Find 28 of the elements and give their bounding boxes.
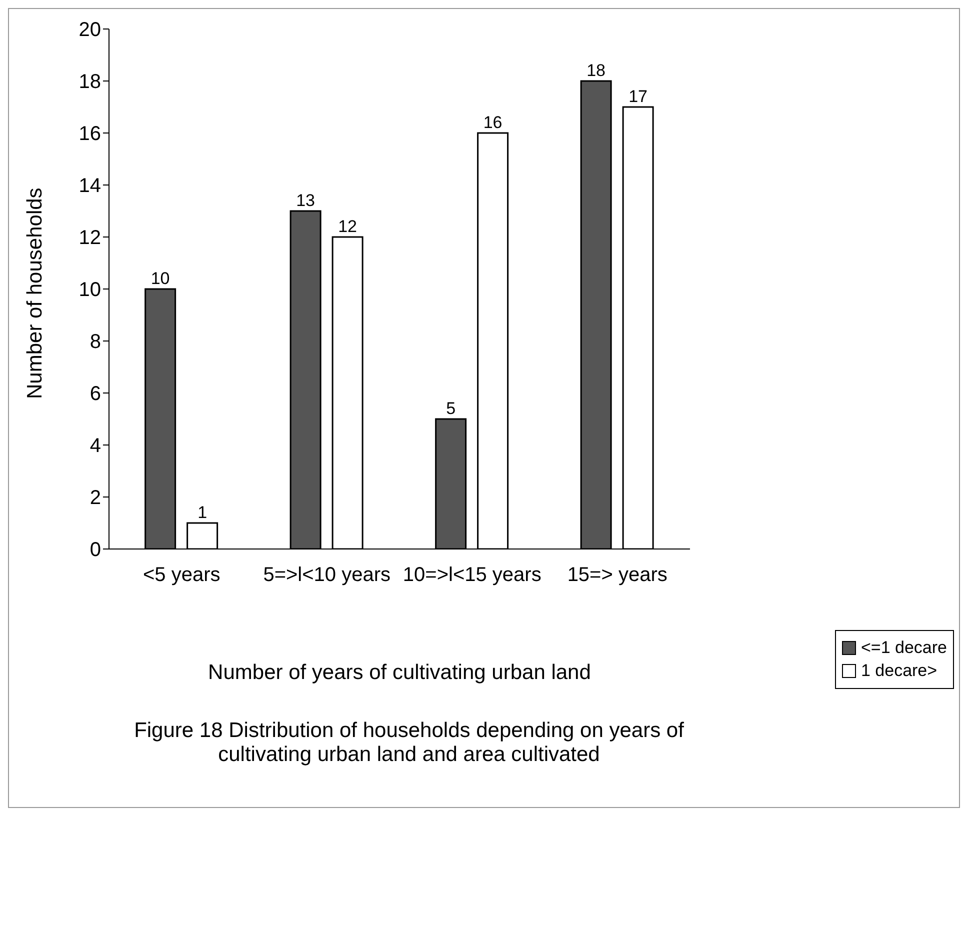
data-label: 13 — [296, 191, 316, 210]
data-label: 10 — [150, 269, 170, 288]
data-label: 5 — [446, 399, 456, 418]
x-tick-label: 5=>l<10 years — [263, 564, 391, 586]
legend-label: <=1 decare — [860, 638, 947, 658]
legend-label: 1 decare> — [860, 661, 938, 681]
y-tick-label: 4 — [90, 435, 101, 458]
data-label: 1 — [198, 503, 208, 522]
x-tick-label: <5 years — [142, 564, 220, 586]
caption: Figure 18 Distribution of households depending on years of cultivating urban land and area cultivated — [133, 719, 685, 767]
x-tick-label: 15=> years — [567, 564, 668, 586]
y-tick-label: 20 — [78, 19, 101, 42]
y-tick-label: 8 — [90, 331, 101, 354]
y-tick-label: 6 — [90, 383, 101, 406]
x-axis-title: Number of years of cultivating urban land — [208, 661, 591, 684]
data-label: 17 — [628, 87, 648, 106]
y-axis-title: Number of households — [23, 188, 46, 399]
y-tick-label: 16 — [78, 123, 101, 146]
y-tick-label: 18 — [78, 71, 101, 94]
data-label: 16 — [483, 113, 502, 132]
y-tick-label: 12 — [78, 227, 101, 250]
y-tick-label: 14 — [78, 175, 101, 198]
y-tick-label: 0 — [90, 539, 101, 562]
data-label: 18 — [586, 61, 606, 80]
y-tick-label: 10 — [78, 279, 101, 302]
y-tick-label: 2 — [90, 487, 101, 510]
x-tick-label: 10=>l<15 years — [402, 564, 542, 586]
data-label: 12 — [338, 217, 358, 236]
